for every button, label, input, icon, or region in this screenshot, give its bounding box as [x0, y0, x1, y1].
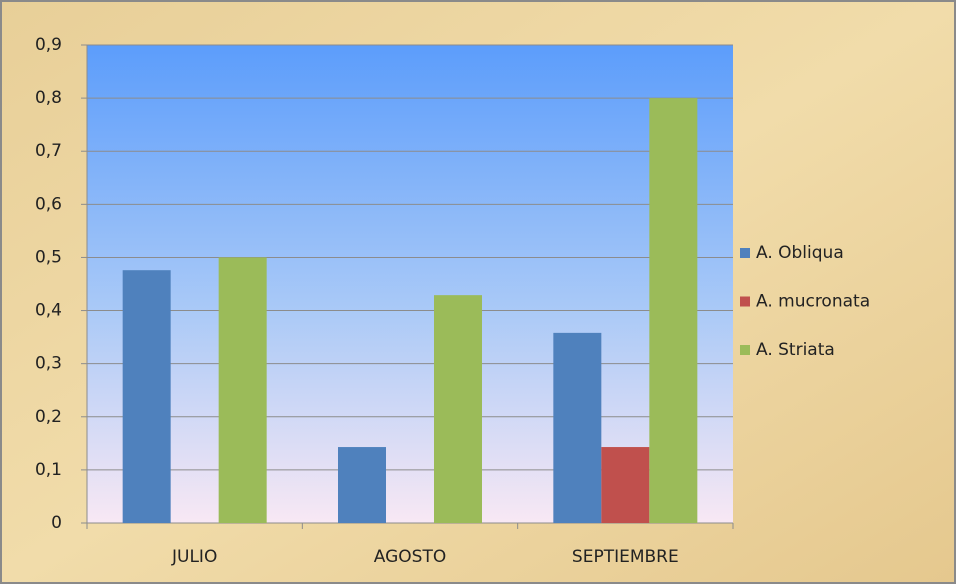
legend-swatch	[740, 296, 750, 307]
bar	[122, 270, 171, 523]
legend-label: A. Obliqua	[756, 243, 844, 263]
y-tick-label: 0,3	[35, 354, 62, 374]
y-tick-label: 0,9	[35, 35, 62, 55]
x-tick-label: AGOSTO	[374, 547, 446, 567]
plot-area	[87, 45, 733, 523]
legend-swatch	[740, 345, 750, 355]
bar	[338, 447, 386, 523]
bar	[601, 447, 650, 523]
y-tick-label: 0,2	[35, 407, 62, 427]
x-tick-label: JULIO	[171, 547, 217, 567]
legend-swatch	[740, 248, 750, 258]
bar	[649, 98, 698, 523]
legend-label: A. mucronata	[756, 292, 870, 312]
legend-label: A. Striata	[756, 340, 835, 360]
y-tick-label: 0,5	[35, 247, 62, 267]
y-tick-label: 0	[51, 513, 62, 533]
x-tick-label: SEPTIEMBRE	[572, 547, 679, 567]
y-tick-label: 0,8	[35, 88, 62, 108]
bar	[553, 332, 602, 523]
y-tick-label: 0,1	[35, 460, 62, 480]
y-tick-label: 0,6	[35, 194, 62, 214]
y-tick-label: 0,7	[35, 141, 62, 161]
y-tick-label: 0,4	[35, 301, 62, 321]
bar	[218, 257, 267, 523]
bar	[434, 295, 482, 523]
